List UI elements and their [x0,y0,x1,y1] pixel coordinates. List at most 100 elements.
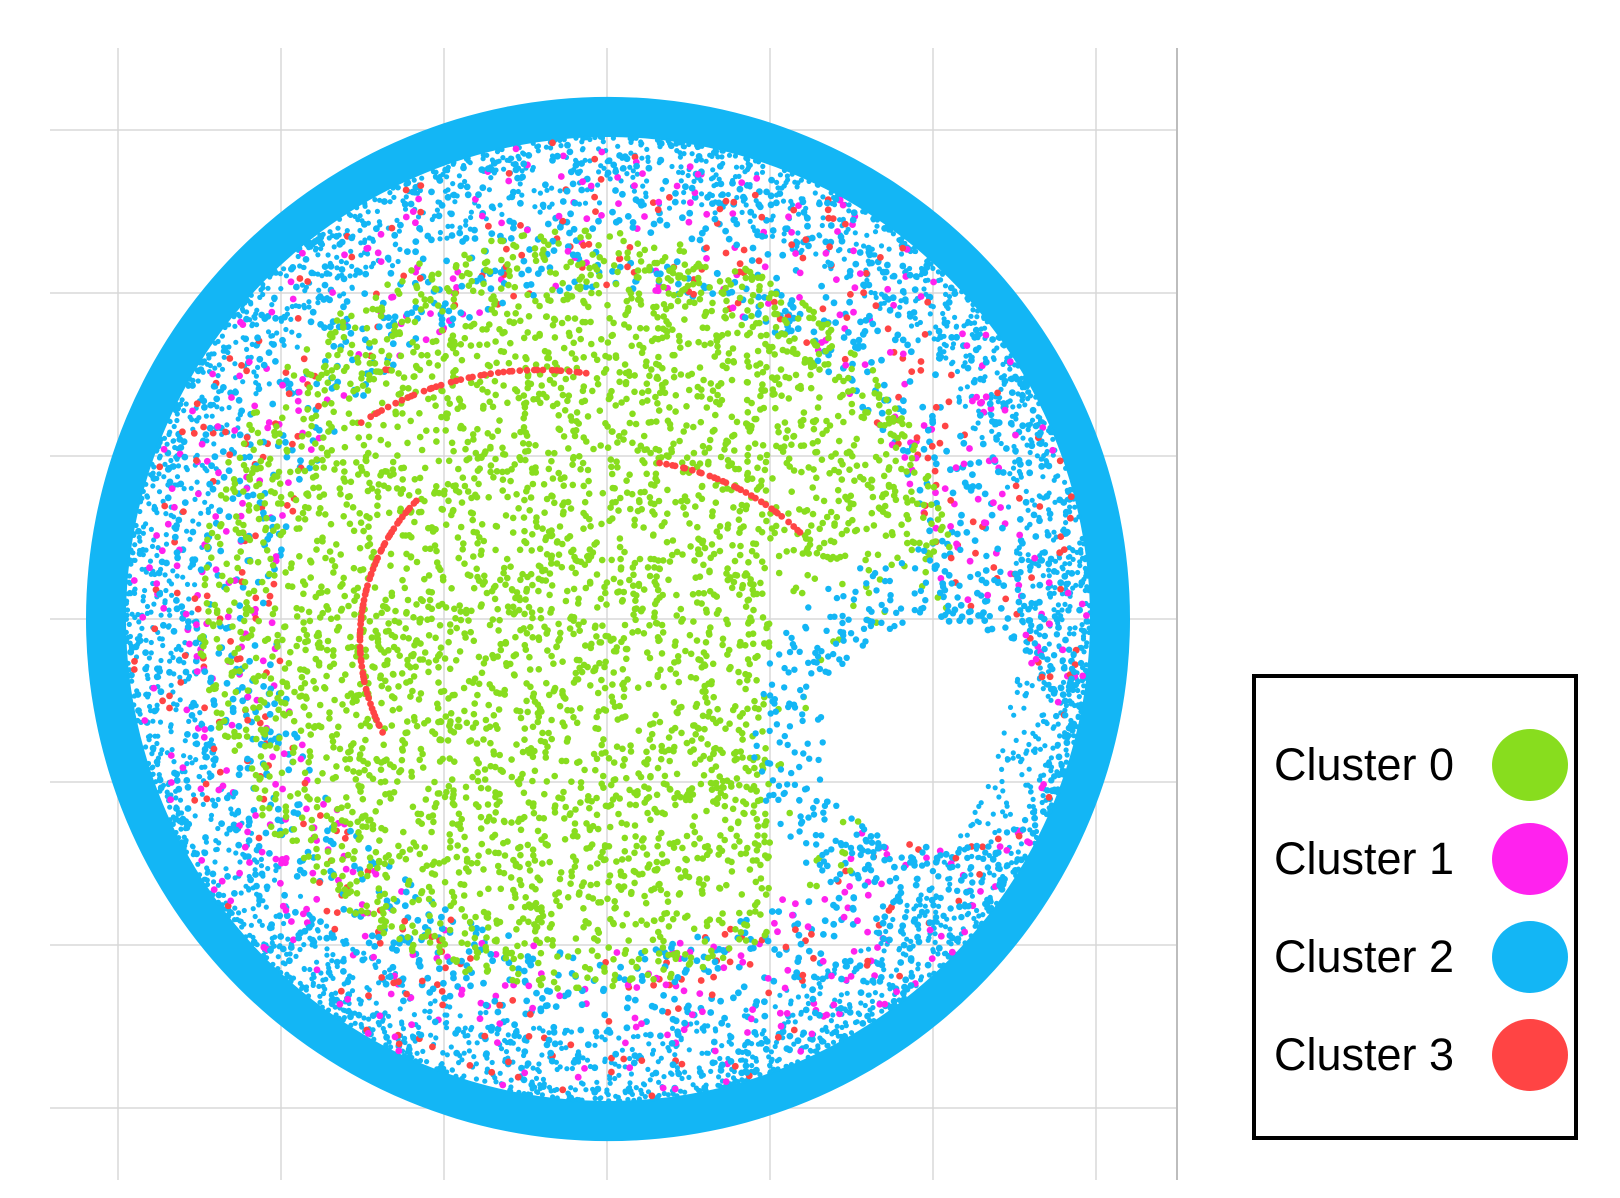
point-cluster-2 [427,1001,434,1007]
point-cluster-2 [283,453,291,461]
point-cluster-2 [1049,430,1055,436]
point-cluster-2 [150,718,156,724]
point-cluster-2 [619,1047,626,1053]
point-cluster-2 [857,1011,863,1018]
point-cluster-2 [235,841,243,849]
point-cluster-2 [303,987,309,993]
point-cluster-1 [654,287,662,295]
point-cluster-2 [846,298,853,306]
point-cluster-2 [166,418,172,424]
point-cluster-2 [551,1040,559,1048]
point-cluster-2 [822,263,828,269]
point-cluster-1 [641,213,648,220]
point-cluster-2 [963,529,971,536]
point-cluster-2 [922,903,928,909]
point-cluster-2 [886,936,893,944]
point-cluster-2 [549,185,555,191]
point-cluster-2 [438,925,446,932]
point-cluster-2 [785,1019,791,1025]
point-cluster-1 [189,407,196,415]
point-cluster-2 [1016,468,1023,475]
point-cluster-2 [1028,442,1036,450]
point-cluster-2 [890,231,897,237]
point-cluster-2 [389,263,396,269]
point-cluster-2 [862,1002,868,1009]
point-cluster-2 [972,346,980,354]
point-cluster-2 [751,1029,759,1036]
point-cluster-2 [170,568,176,574]
point-cluster-2 [297,893,304,899]
point-cluster-2 [537,190,544,196]
point-cluster-3 [649,199,657,207]
point-cluster-2 [210,892,216,898]
point-cluster-2 [151,505,159,513]
point-cluster-2 [906,271,914,279]
point-cluster-2 [377,197,383,203]
point-cluster-2 [168,581,175,587]
point-cluster-3 [580,241,587,249]
point-cluster-2 [255,842,263,850]
point-cluster-2 [976,803,982,810]
point-cluster-3 [730,198,738,206]
point-cluster-2 [340,303,347,311]
point-cluster-2 [143,744,149,750]
point-cluster-3 [979,843,986,851]
point-cluster-2 [937,333,945,341]
point-cluster-2 [638,977,646,984]
point-cluster-2 [727,1033,735,1041]
point-cluster-2 [197,774,203,780]
point-cluster-2 [467,982,474,990]
point-cluster-2 [158,751,164,757]
point-cluster-2 [207,678,214,686]
point-cluster-2 [334,254,340,260]
point-cluster-2 [1050,745,1056,751]
point-cluster-1 [209,370,217,378]
point-cluster-3 [376,939,384,947]
point-cluster-2 [223,866,229,872]
point-cluster-3 [201,704,209,712]
point-cluster-2 [222,324,228,331]
point-cluster-2 [385,1013,392,1019]
point-cluster-2 [173,805,180,812]
point-cluster-2 [1066,631,1073,637]
point-cluster-2 [703,158,709,164]
point-cluster-2 [968,823,974,829]
point-cluster-1 [295,388,303,396]
point-cluster-3 [626,244,634,251]
point-cluster-2 [924,895,930,901]
point-cluster-2 [271,294,278,302]
point-cluster-2 [773,199,780,207]
point-cluster-2 [224,831,230,837]
point-cluster-2 [321,990,327,997]
point-cluster-2 [659,186,665,192]
point-cluster-2 [635,1033,641,1039]
point-cluster-2 [145,675,151,682]
point-cluster-1 [948,948,956,956]
point-cluster-2 [306,239,313,247]
point-cluster-2 [329,958,335,964]
point-cluster-2 [704,193,711,201]
point-cluster-1 [219,782,227,790]
point-cluster-2 [181,499,189,506]
point-cluster-2 [968,357,975,364]
point-cluster-3 [481,1032,489,1040]
point-cluster-2 [184,528,190,534]
point-cluster-2 [376,958,382,965]
point-cluster-2 [195,378,201,384]
point-cluster-2 [353,267,361,275]
point-cluster-2 [287,944,295,951]
point-cluster-2 [296,332,302,338]
point-cluster-2 [373,1000,379,1006]
point-cluster-3 [181,652,189,659]
point-cluster-2 [749,244,757,252]
point-cluster-3 [131,657,138,665]
point-cluster-3 [238,569,246,576]
point-cluster-2 [351,862,358,870]
point-cluster-1 [960,460,968,468]
point-cluster-2 [187,536,193,542]
point-cluster-2 [177,797,184,803]
point-cluster-2 [266,381,272,387]
point-cluster-2 [747,208,755,216]
point-cluster-2 [725,191,731,198]
point-cluster-1 [298,741,306,749]
